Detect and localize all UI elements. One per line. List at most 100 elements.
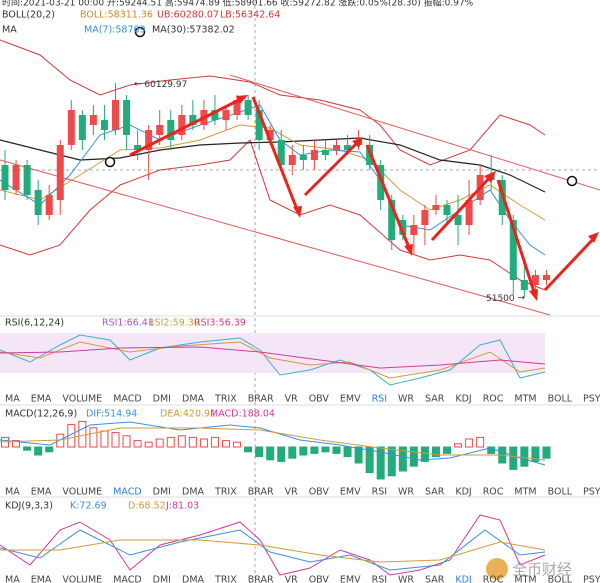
tab[interactable]: OBV (309, 575, 330, 583)
macd-bar (454, 443, 463, 448)
tab[interactable]: BRAR (248, 575, 274, 583)
channel-line (0, 159, 551, 316)
tab[interactable]: DMA (182, 394, 205, 405)
tab[interactable]: EMA (31, 575, 52, 583)
indicator-value: DEA:420.91 (160, 409, 216, 420)
indicator-value: DIF:514.94 (86, 409, 137, 420)
tab[interactable]: SAR (425, 575, 445, 583)
tab[interactable]: VR (285, 575, 298, 583)
low-label: 51500 → (486, 294, 526, 304)
tab[interactable]: EMA (31, 487, 52, 498)
tab[interactable]: TRIX (214, 394, 237, 405)
tab[interactable]: OBV (309, 487, 330, 498)
tab[interactable]: MACD (113, 575, 141, 583)
tab[interactable]: DMI (153, 487, 171, 498)
candle-body (410, 225, 418, 236)
watermark-text: 全币财经 (512, 561, 572, 579)
macd-bar (288, 446, 297, 459)
tab[interactable]: OBV (309, 394, 330, 405)
tab[interactable]: MTM (514, 394, 536, 405)
macd-bar (443, 446, 451, 454)
tab[interactable]: PSY (583, 394, 600, 405)
tab[interactable]: DMA (182, 487, 205, 498)
macd-bar (431, 446, 440, 458)
tab[interactable]: KDJ (455, 394, 471, 405)
tab[interactable]: SAR (425, 394, 445, 405)
tab[interactable]: ROC (483, 394, 504, 405)
tab[interactable]: MTM (514, 575, 536, 583)
tab[interactable]: WR (398, 575, 414, 583)
tab[interactable]: PSY (583, 575, 600, 583)
tab[interactable]: BRAR (248, 394, 274, 405)
kdj-d (0, 539, 546, 563)
tab[interactable]: KDJ (455, 487, 471, 498)
tab[interactable]: SAR (425, 487, 445, 498)
tab[interactable]: DMA (182, 575, 205, 583)
tab[interactable]: MA (5, 487, 20, 498)
macd-bar (398, 446, 407, 472)
tab[interactable]: BOLL (548, 575, 573, 583)
candle-body (145, 129, 153, 151)
tab[interactable]: VR (285, 394, 298, 405)
tab[interactable]: MACD (113, 487, 141, 498)
arrows (129, 95, 598, 296)
indicator-value: RSI3:56.39 (194, 318, 246, 329)
tab[interactable]: VOLUME (62, 394, 102, 405)
tab[interactable]: KDJ (455, 575, 471, 583)
tab[interactable]: TRIX (214, 575, 237, 583)
tab[interactable]: EMV (340, 487, 361, 498)
macd-bar (89, 427, 98, 448)
tab[interactable]: ROC (483, 487, 504, 498)
candle-body (321, 150, 329, 156)
macd-bar (487, 446, 496, 454)
macd-bar (133, 440, 142, 448)
candle-body (520, 280, 528, 291)
tab[interactable]: BOLL (548, 487, 573, 498)
tab[interactable]: WR (398, 394, 414, 405)
indicator-name: BOLL(20,2) (2, 10, 55, 21)
macd-bar (376, 446, 385, 480)
macd-bar (244, 446, 253, 453)
indicator-value: UB:60280.07 (157, 10, 219, 21)
tab[interactable]: ROC (483, 575, 504, 583)
tab[interactable]: DMI (153, 394, 171, 405)
indicator-value: K:72.69 (70, 501, 107, 512)
arrow-heads (236, 95, 599, 301)
tab[interactable]: MACD (113, 394, 141, 405)
candle-body (12, 165, 20, 190)
indicator-name: MA (2, 25, 17, 36)
tab[interactable]: PSY (583, 487, 600, 498)
tab[interactable]: TRIX (214, 487, 237, 498)
tab[interactable]: WR (398, 487, 414, 498)
tab[interactable]: MA (5, 575, 20, 583)
header: 时间:2021-03-21 00:00 开:59244.51 高:59474.8… (2, 0, 474, 9)
tab[interactable]: RSI (372, 394, 387, 405)
tab[interactable]: BOLL (548, 394, 573, 405)
candle-body (399, 220, 407, 236)
macd-bar (321, 446, 330, 453)
tab[interactable]: VOLUME (62, 575, 102, 583)
candle-body (299, 155, 307, 160)
macd-bar (476, 436, 485, 448)
boll-lb (0, 139, 546, 291)
candle-body (23, 165, 31, 196)
rsi-band (0, 333, 545, 373)
candle-body (465, 200, 473, 226)
tab[interactable]: RSI (372, 575, 387, 583)
tab[interactable]: MA (5, 394, 20, 405)
rsi-line (0, 341, 546, 379)
tab[interactable]: EMA (31, 394, 52, 405)
tab[interactable]: BRAR (248, 487, 274, 498)
anchor (104, 156, 116, 168)
tab[interactable]: EMV (340, 394, 361, 405)
tab[interactable]: DMI (153, 575, 171, 583)
dea-line (0, 427, 546, 461)
tab[interactable]: EMV (340, 575, 361, 583)
tab[interactable]: VOLUME (62, 487, 102, 498)
candle-body (222, 110, 230, 120)
macd-bar (111, 432, 120, 448)
candle-body (123, 100, 131, 135)
tab[interactable]: VR (285, 487, 298, 498)
tab[interactable]: MTM (514, 487, 536, 498)
tab[interactable]: RSI (372, 487, 387, 498)
